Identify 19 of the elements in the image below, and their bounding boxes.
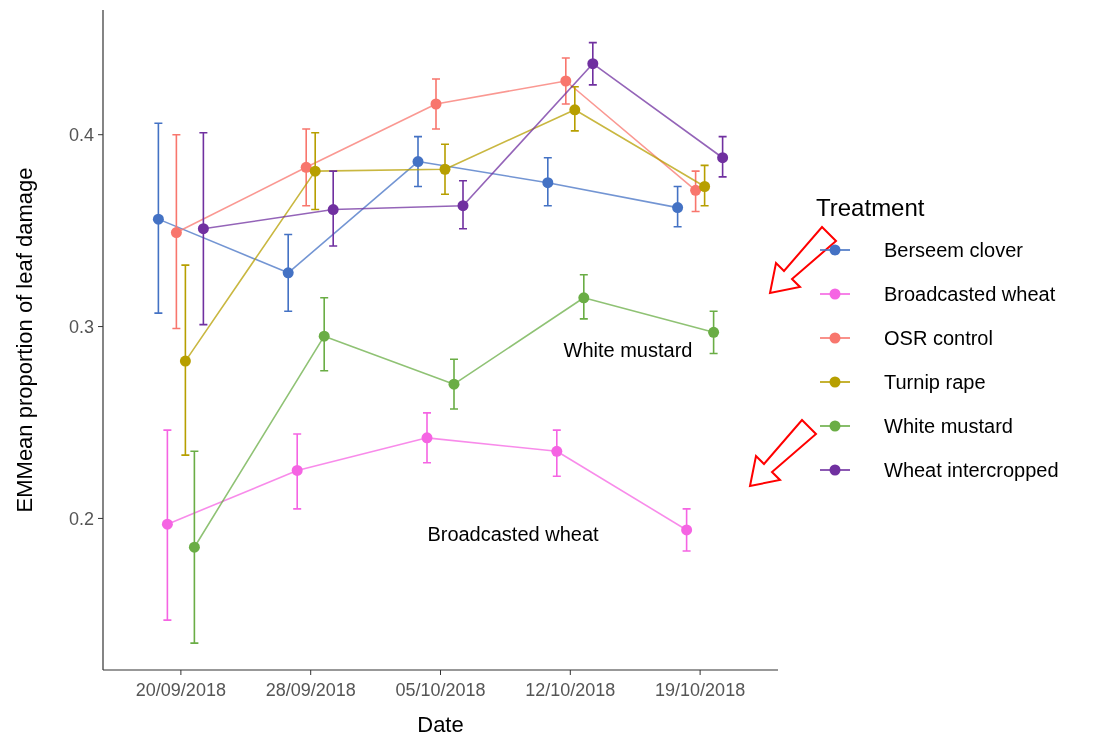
- legend-label: Berseem clover: [884, 239, 1024, 261]
- legend-label: OSR control: [884, 327, 993, 349]
- legend-label: White mustard: [884, 415, 1013, 437]
- legend-label: Broadcasted wheat: [884, 283, 1056, 305]
- annotation: White mustard: [563, 339, 693, 361]
- x-tick-label: 05/10/2018: [395, 680, 486, 700]
- legend-label: Wheat intercropped: [884, 459, 1059, 481]
- x-axis-title: Date: [417, 712, 464, 737]
- y-tick-label: 0.2: [68, 508, 94, 529]
- y-tick-label: 0.4: [68, 125, 94, 146]
- x-tick-label: 12/10/2018: [525, 680, 616, 700]
- annotation: Broadcasted wheat: [427, 523, 600, 545]
- legend-label: Turnip rape: [884, 371, 986, 393]
- legend-title: Treatment: [816, 194, 925, 221]
- y-axis-title: EMMean proportion of leaf damage: [12, 167, 37, 513]
- y-tick-label: 0.3: [68, 316, 94, 337]
- x-tick-label: 19/10/2018: [655, 680, 746, 700]
- x-tick-label: 20/09/2018: [135, 680, 226, 700]
- x-tick-label: 28/09/2018: [265, 680, 356, 700]
